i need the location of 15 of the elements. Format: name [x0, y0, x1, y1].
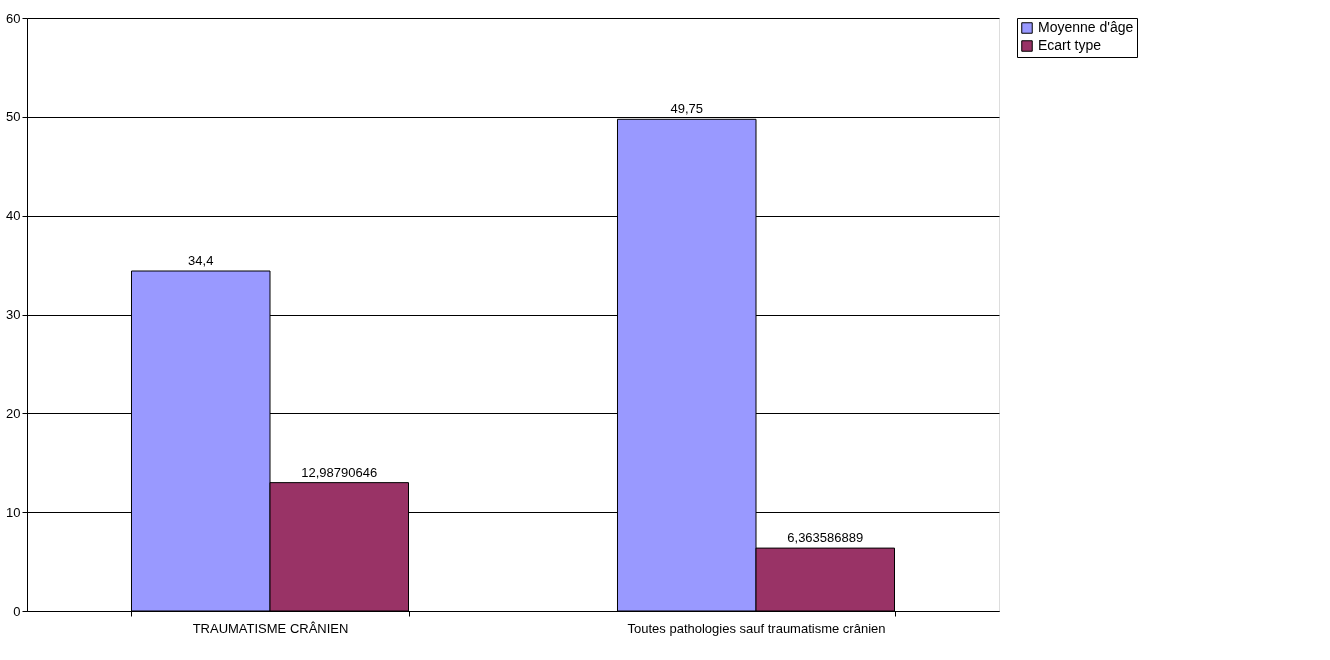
y-tick-label: 10 [6, 504, 21, 520]
data-label: 12,98790646 [301, 464, 378, 480]
y-tick-label: 0 [13, 603, 21, 619]
data-label: 49,75 [670, 101, 704, 117]
data-label: 6,363586889 [787, 530, 864, 546]
x-tick-label: TRAUMATISME CRÂNIEN [192, 620, 349, 636]
legend-label: Moyenne d'âge [1038, 19, 1134, 35]
y-tick-label: 60 [6, 10, 21, 26]
y-tick-label: 50 [6, 109, 21, 125]
x-tick-label: Toutes pathologies sauf traumatisme crânien [627, 620, 886, 636]
y-tick-label: 30 [6, 307, 21, 322]
legend-label: Ecart type [1038, 37, 1102, 53]
y-tick-label: 20 [6, 405, 21, 421]
data-label: 34,4 [188, 253, 214, 269]
y-tick-label: 40 [6, 208, 21, 224]
